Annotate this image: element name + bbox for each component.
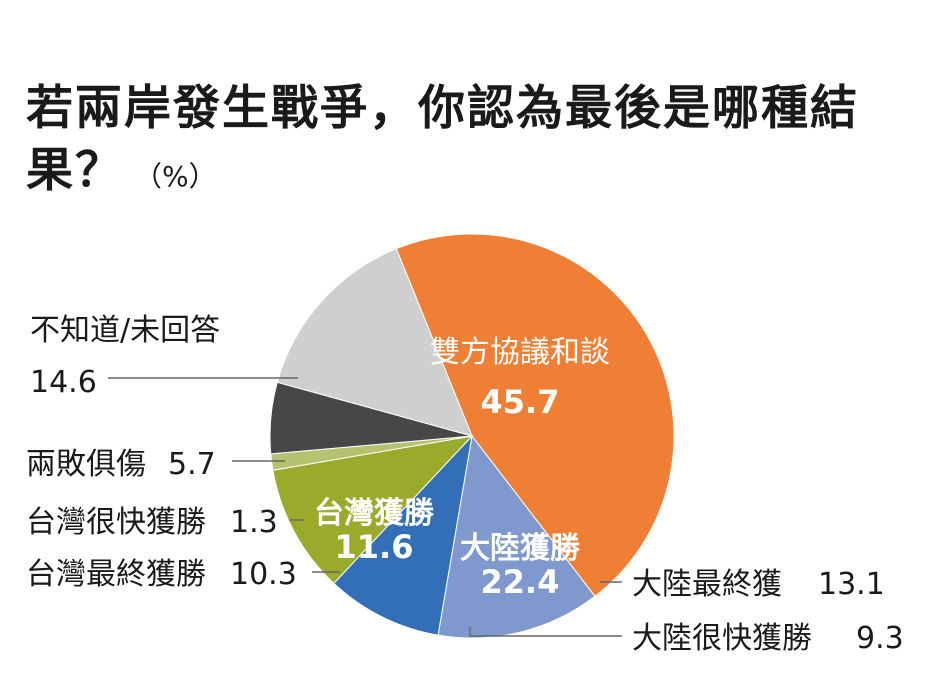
chart-title-text: 若兩岸發生戰爭，你認為最後是哪種結果？	[26, 81, 859, 198]
value-mainland-win: 22.4	[481, 563, 560, 601]
value-mainland-fast: 9.3	[856, 621, 904, 656]
value-taiwan-win: 11.6	[335, 528, 414, 566]
label-taiwan-fast: 台灣很快獲勝	[26, 505, 206, 540]
label-mainland-fast: 大陸很快獲勝	[632, 621, 812, 656]
label-mainland-win: 大陸獲勝	[460, 531, 581, 566]
pie-slices	[269, 233, 675, 639]
slice-negotiation	[395, 233, 675, 598]
label-unknown: 不知道/未回答	[30, 313, 220, 348]
label-mainland-eventual: 大陸最終獲	[632, 567, 782, 602]
label-both-lose: 兩敗俱傷	[26, 447, 146, 482]
slice-mainland-fast	[333, 434, 473, 636]
label-negotiation: 雙方協議和談	[430, 335, 610, 370]
leader-line-mainland-fast	[469, 627, 622, 637]
value-taiwan-eventual: 10.3	[230, 557, 297, 592]
chart-unit: （%）	[134, 160, 217, 193]
leader-lines	[108, 377, 622, 637]
slice-mainland-eventual	[437, 434, 596, 639]
value-negotiation: 45.7	[481, 383, 560, 421]
slice-taiwan-eventual	[272, 435, 474, 585]
value-mainland-eventual: 13.1	[818, 567, 885, 602]
value-unknown: 14.6	[30, 365, 97, 400]
chart-title: 若兩岸發生戰爭，你認為最後是哪種結果？ （%）	[26, 78, 926, 208]
slice-unknown	[276, 248, 473, 437]
label-taiwan-win: 台灣獲勝	[314, 496, 435, 531]
label-taiwan-eventual: 台灣最終獲勝	[26, 557, 206, 592]
value-taiwan-fast: 1.3	[230, 505, 278, 540]
value-both-lose: 5.7	[168, 447, 216, 482]
